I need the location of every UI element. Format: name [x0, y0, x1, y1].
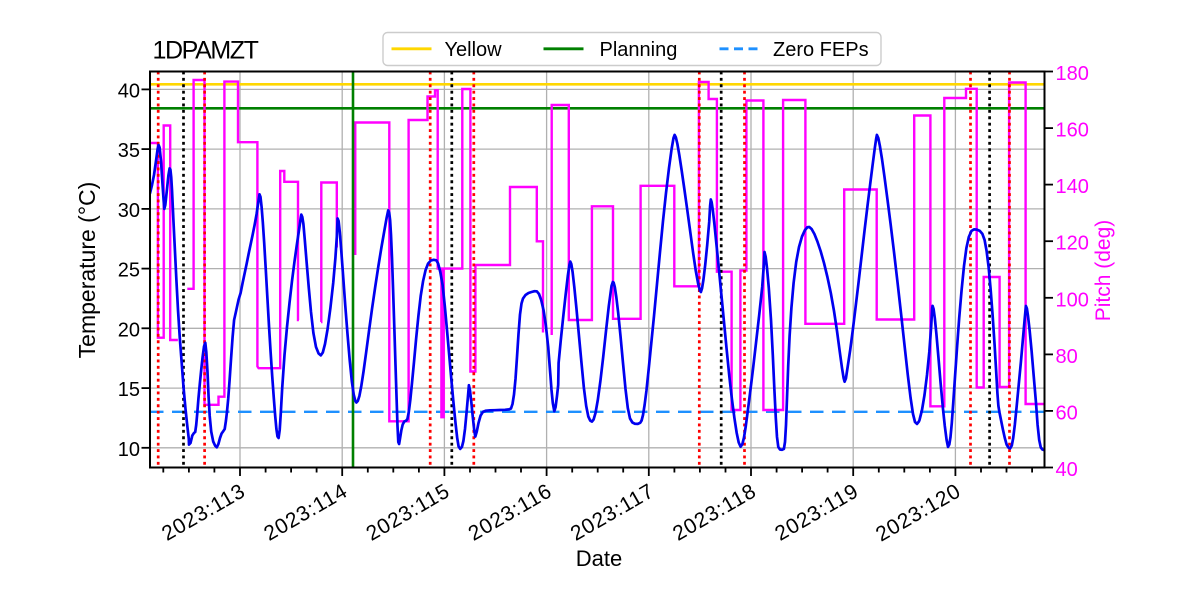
svg-text:Date: Date: [576, 546, 622, 571]
svg-text:10: 10: [118, 439, 140, 461]
svg-text:Yellow: Yellow: [445, 39, 503, 61]
svg-text:100: 100: [1056, 289, 1089, 311]
svg-text:40: 40: [118, 80, 140, 102]
svg-text:80: 80: [1056, 346, 1078, 368]
svg-text:20: 20: [118, 319, 140, 341]
svg-text:35: 35: [118, 140, 140, 162]
svg-text:30: 30: [118, 200, 140, 222]
svg-text:15: 15: [118, 379, 140, 401]
svg-text:140: 140: [1056, 176, 1089, 198]
svg-text:40: 40: [1056, 459, 1078, 481]
svg-text:120: 120: [1056, 233, 1089, 255]
svg-text:60: 60: [1056, 402, 1078, 424]
svg-text:160: 160: [1056, 120, 1089, 142]
svg-text:Pitch (deg): Pitch (deg): [1092, 220, 1115, 322]
svg-text:Temperature (°C): Temperature (°C): [74, 182, 100, 359]
svg-text:25: 25: [118, 260, 140, 282]
svg-text:1DPAMZT: 1DPAMZT: [153, 37, 259, 65]
svg-text:Zero FEPs: Zero FEPs: [773, 39, 869, 61]
svg-text:180: 180: [1056, 63, 1089, 85]
svg-text:Planning: Planning: [600, 39, 678, 61]
